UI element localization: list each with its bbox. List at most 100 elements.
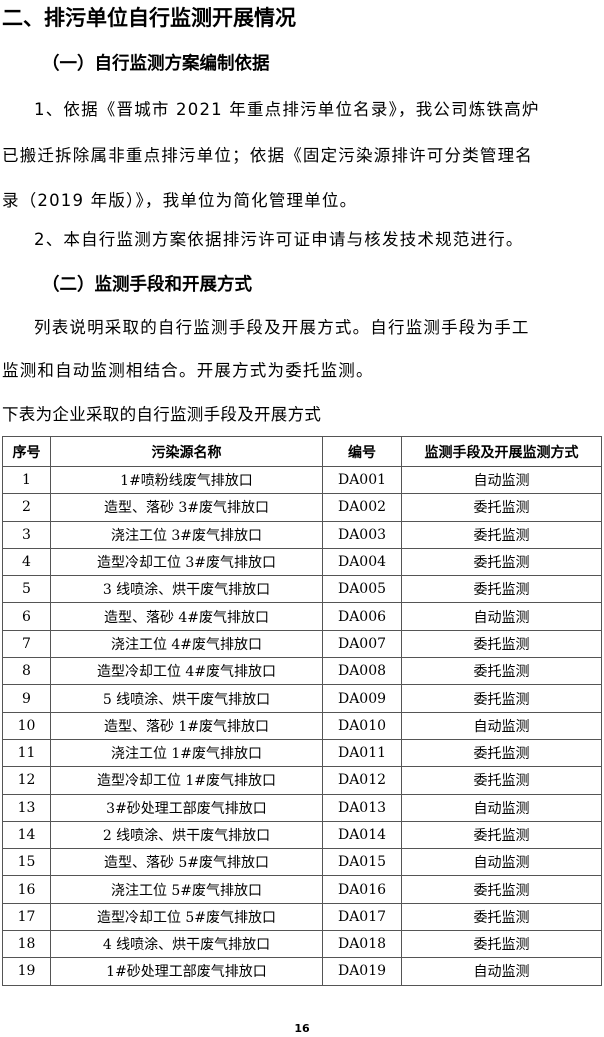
table-row: 19 1#砂处理工部废气排放口 DA019 自动监测 (2, 957, 602, 986)
row-index: 8 (2, 657, 51, 686)
source-name: 造型冷却工位 4#废气排放口 (50, 657, 323, 686)
monitoring-method: 自动监测 (401, 465, 602, 495)
source-name: 造型冷却工位 1#废气排放口 (50, 766, 323, 795)
source-name: 1#喷粉线废气排放口 (50, 465, 323, 495)
source-code: DA012 (322, 766, 402, 795)
table-row: 18 4 线喷涂、烘干废气排放口 DA018 委托监测 (2, 930, 602, 959)
source-name: 5 线喷涂、烘干废气排放口 (50, 684, 323, 713)
source-code: DA005 (322, 575, 402, 604)
section2-title: （二）监测手段和开展方式 (42, 275, 252, 295)
table-row: 8 造型冷却工位 4#废气排放口 DA008 委托监测 (2, 657, 602, 686)
source-code: DA003 (322, 520, 402, 549)
monitoring-method: 自动监测 (401, 602, 602, 631)
source-name: 造型、落砂 1#废气排放口 (50, 711, 323, 740)
source-name: 1#砂处理工部废气排放口 (50, 957, 323, 986)
source-name: 2 线喷涂、烘干废气排放口 (50, 820, 323, 850)
source-code: DA006 (322, 602, 402, 631)
monitoring-method: 委托监测 (401, 684, 602, 713)
row-index: 12 (2, 766, 51, 795)
header-cell: 污染源名称 (50, 436, 323, 467)
row-index: 17 (2, 902, 51, 932)
header-cell: 监测手段及开展监测方式 (401, 436, 602, 467)
row-index: 19 (2, 957, 51, 986)
table-row: 7 浇注工位 4#废气排放口 DA007 委托监测 (2, 629, 602, 659)
source-code: DA011 (322, 738, 402, 768)
monitoring-method: 委托监测 (401, 547, 602, 577)
row-index: 10 (2, 711, 51, 740)
table-row: 11 浇注工位 1#废气排放口 DA011 委托监测 (2, 738, 602, 768)
table-caption: 下表为企业采取的自行监测手段及开展方式 (2, 405, 322, 424)
source-name: 浇注工位 3#废气排放口 (50, 520, 323, 549)
row-index: 11 (2, 738, 51, 768)
source-code: DA013 (322, 793, 402, 822)
monitoring-method: 自动监测 (401, 793, 602, 822)
table-row: 13 3#砂处理工部废气排放口 DA013 自动监测 (2, 793, 602, 822)
source-code: DA002 (322, 493, 402, 522)
source-code: DA007 (322, 629, 402, 659)
table-row: 2 造型、落砂 3#废气排放口 DA002 委托监测 (2, 493, 602, 522)
source-code: DA010 (322, 711, 402, 740)
row-index: 14 (2, 820, 51, 850)
source-code: DA017 (322, 902, 402, 932)
paragraph-line: 2、本自行监测方案依据排污许可证申请与核发技术规范进行。 (34, 230, 524, 249)
source-code: DA016 (322, 875, 402, 904)
monitoring-table: 序号 污染源名称 编号 监测手段及开展监测方式 1 1#喷粉线废气排放口 DA001… (2, 436, 602, 986)
source-name: 3#砂处理工部废气排放口 (50, 793, 323, 822)
monitoring-method: 委托监测 (401, 629, 602, 659)
table-row: 6 造型、落砂 4#废气排放口 DA006 自动监测 (2, 602, 602, 631)
table-row: 10 造型、落砂 1#废气排放口 DA010 自动监测 (2, 711, 602, 740)
row-index: 4 (2, 547, 51, 577)
row-index: 2 (2, 493, 51, 522)
row-index: 7 (2, 629, 51, 659)
source-code: DA018 (322, 930, 402, 959)
row-index: 16 (2, 875, 51, 904)
source-code: DA009 (322, 684, 402, 713)
row-index: 6 (2, 602, 51, 631)
monitoring-method: 委托监测 (401, 930, 602, 959)
monitoring-method: 自动监测 (401, 711, 602, 740)
table-row: 12 造型冷却工位 1#废气排放口 DA012 委托监测 (2, 766, 602, 795)
monitoring-method: 委托监测 (401, 820, 602, 850)
source-name: 造型、落砂 4#废气排放口 (50, 602, 323, 631)
monitoring-method: 委托监测 (401, 657, 602, 686)
table-row: 3 浇注工位 3#废气排放口 DA003 委托监测 (2, 520, 602, 549)
row-index: 15 (2, 848, 51, 877)
paragraph-line: 已搬迁拆除属非重点排污单位；依据《固定污染源排许可分类管理名 (2, 146, 533, 165)
monitoring-method: 委托监测 (401, 902, 602, 932)
paragraph-line: 录（2019 年版）》，我单位为简化管理单位。 (2, 191, 358, 210)
monitoring-method: 委托监测 (401, 493, 602, 522)
monitoring-method: 自动监测 (401, 848, 602, 877)
source-name: 造型、落砂 3#废气排放口 (50, 493, 323, 522)
source-code: DA008 (322, 657, 402, 686)
table-header-row: 序号 污染源名称 编号 监测手段及开展监测方式 (2, 436, 602, 467)
source-name: 浇注工位 1#废气排放口 (50, 738, 323, 768)
source-name: 造型冷却工位 5#废气排放口 (50, 902, 323, 932)
table-row: 15 造型、落砂 5#废气排放口 DA015 自动监测 (2, 848, 602, 877)
paragraph-line: 1、依据《晋城市 2021 年重点排污单位名录》，我公司炼铁高炉 (34, 100, 540, 119)
monitoring-method: 自动监测 (401, 957, 602, 986)
source-code: DA015 (322, 848, 402, 877)
source-name: 3 线喷涂、烘干废气排放口 (50, 575, 323, 604)
table-row: 16 浇注工位 5#废气排放口 DA016 委托监测 (2, 875, 602, 904)
paragraph-line: 监测和自动监测相结合。开展方式为委托监测。 (2, 361, 374, 380)
header-cell: 编号 (322, 436, 402, 467)
paragraph-line: 列表说明采取的自行监测手段及开展方式。自行监测手段为手工 (34, 318, 530, 337)
monitoring-method: 委托监测 (401, 738, 602, 768)
row-index: 9 (2, 684, 51, 713)
row-index: 3 (2, 520, 51, 549)
section1-title: （一）自行监测方案编制依据 (42, 54, 270, 74)
row-index: 1 (2, 465, 51, 495)
table-row: 14 2 线喷涂、烘干废气排放口 DA014 委托监测 (2, 820, 602, 850)
table-row: 17 造型冷却工位 5#废气排放口 DA017 委托监测 (2, 902, 602, 932)
source-name: 造型冷却工位 3#废气排放口 (50, 547, 323, 577)
page-number: 16 (294, 1022, 310, 1035)
source-name: 浇注工位 5#废气排放口 (50, 875, 323, 904)
table-row: 1 1#喷粉线废气排放口 DA001 自动监测 (2, 465, 602, 495)
monitoring-method: 委托监测 (401, 875, 602, 904)
source-code: DA001 (322, 465, 402, 495)
source-code: DA019 (322, 957, 402, 986)
source-name: 造型、落砂 5#废气排放口 (50, 848, 323, 877)
